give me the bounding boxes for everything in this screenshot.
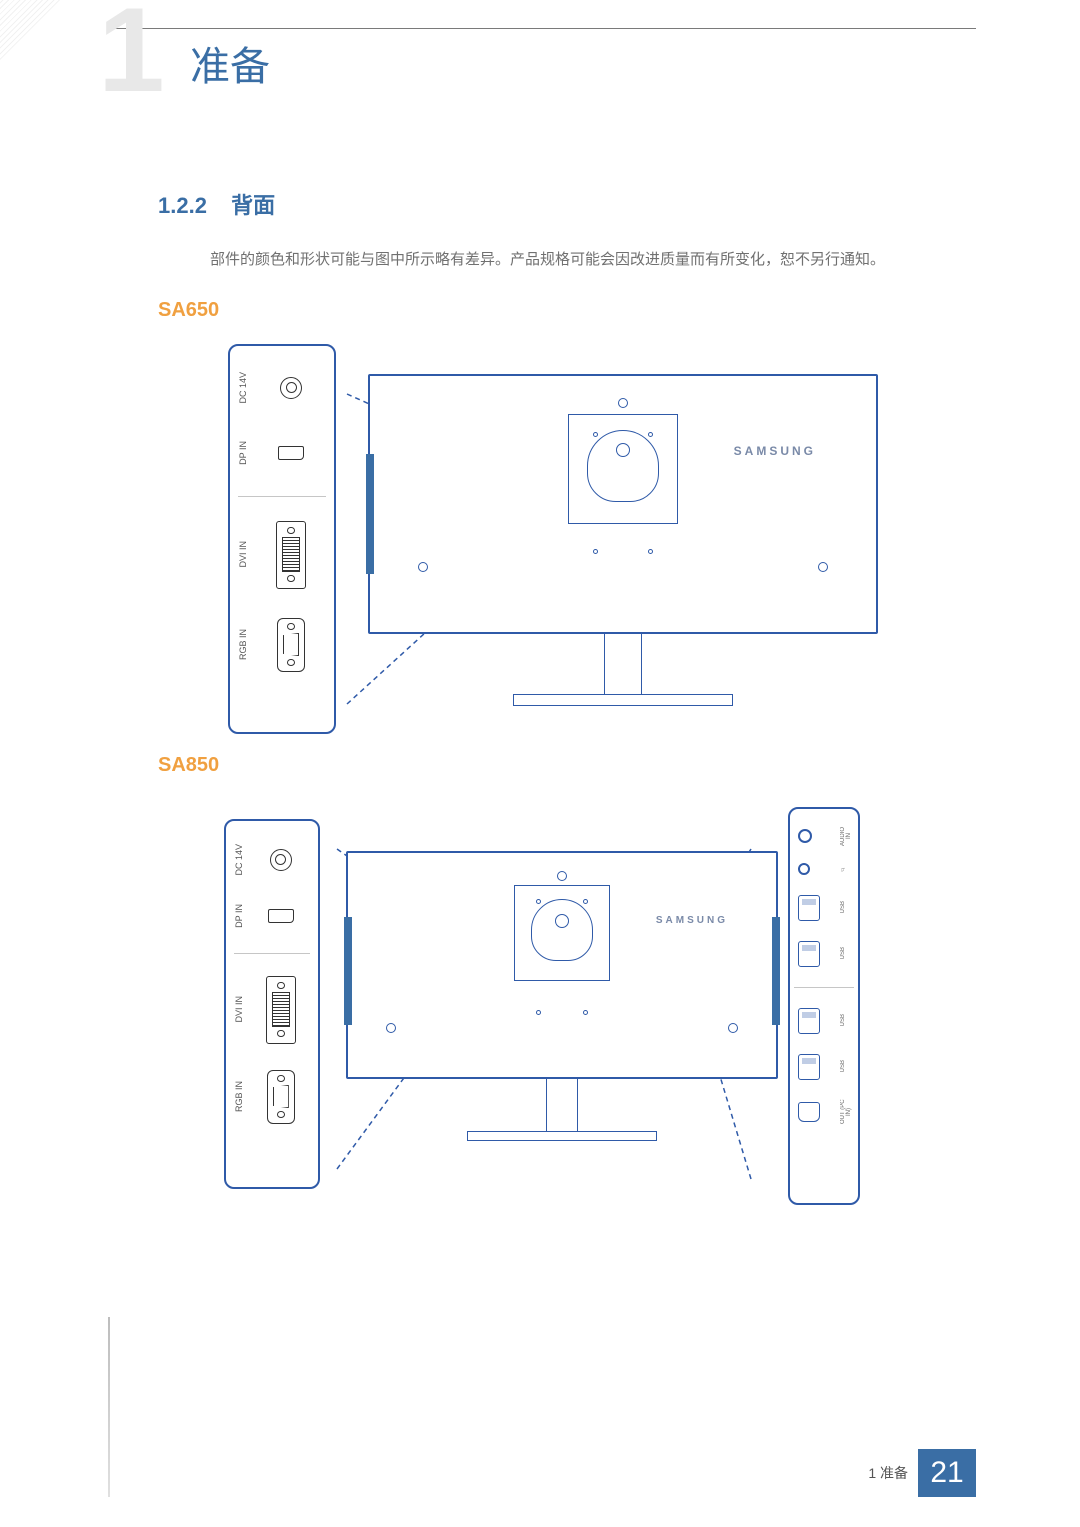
rgb-port-icon: [256, 618, 326, 672]
port-label-dp: DP IN: [234, 904, 248, 928]
port-panel-right-sa850: AUDIO IN ♫ USB USB USB USB: [788, 807, 860, 1205]
usb-port-icon: [798, 1054, 820, 1080]
port-label-audio-in: AUDIO IN: [840, 824, 850, 848]
audio-in-jack-icon: [798, 829, 812, 843]
port-label-usb-upstream: OUT (PC IN): [840, 1095, 850, 1129]
section-number: 1.2.2: [158, 193, 207, 218]
port-area-right-indicator: [772, 917, 780, 1025]
screw-icon: [418, 562, 428, 572]
stand-arc: [587, 430, 659, 502]
chapter-title: 准备: [190, 34, 270, 92]
port-panel-left-sa850: DC 14V DP IN DVI IN RGB IN: [224, 819, 320, 1189]
port-label-rgb: RGB IN: [234, 1081, 248, 1112]
section-note: 部件的颜色和形状可能与图中所示略有差异。产品规格可能会因改进质量而有所变化，恕不…: [210, 246, 976, 275]
brand-label: SAMSUNG: [734, 444, 816, 458]
top-rule: [108, 28, 976, 29]
screw-icon: [536, 1010, 541, 1015]
corner-decoration: [0, 0, 100, 80]
section-heading: 1.2.2 背面: [158, 188, 976, 220]
port-label-usb: USB: [840, 1060, 850, 1072]
page-number-badge: 21: [918, 1449, 976, 1497]
left-fade-bar: [108, 1317, 110, 1497]
diagram-sa650: DC 14V DP IN DVI IN RGB IN SAMSUNG: [158, 334, 976, 746]
footer-chapter-ref: 1 准备: [868, 1463, 908, 1483]
port-area-left-indicator: [344, 917, 352, 1025]
screw-icon: [593, 432, 598, 437]
port-label-dc: DC 14V: [238, 372, 252, 404]
usb-b-port-icon: [798, 1102, 820, 1122]
port-label-dvi: DVI IN: [238, 541, 252, 568]
footer-chapter-num: 1: [868, 1465, 876, 1481]
footer-chapter-title: 准备: [880, 1465, 908, 1481]
usb-port-icon: [798, 1008, 820, 1034]
usb-port-icon: [798, 941, 820, 967]
monitor-back-sa850: SAMSUNG: [346, 851, 778, 1079]
dvi-port-icon: [252, 976, 310, 1044]
content-area: 1.2.2 背面 部件的颜色和形状可能与图中所示略有差异。产品规格可能会因改进质…: [158, 188, 976, 1209]
port-label-rgb: RGB IN: [238, 629, 252, 660]
screw-icon: [557, 871, 567, 881]
screw-icon: [618, 398, 628, 408]
port-label-usb: USB: [840, 1014, 850, 1026]
rgb-port-icon: [252, 1070, 310, 1124]
model-heading-sa850: SA850: [158, 754, 976, 777]
stand-arc: [531, 899, 593, 961]
port-label-dc: DC 14V: [234, 844, 248, 876]
screw-icon: [648, 432, 653, 437]
monitor-back-sa650: SAMSUNG: [368, 374, 878, 634]
screw-icon: [536, 899, 541, 904]
section-title: 背面: [231, 193, 275, 218]
dvi-port-icon: [256, 521, 326, 589]
port-label-dvi: DVI IN: [234, 996, 248, 1023]
screw-icon: [583, 899, 588, 904]
screw-icon: [728, 1023, 738, 1033]
monitor-neck: [546, 1079, 578, 1133]
usb-port-icon: [798, 895, 820, 921]
brand-label: SAMSUNG: [656, 915, 728, 926]
diagram-sa850: DC 14V DP IN DVI IN RGB IN SAMSUNG: [158, 789, 976, 1209]
dc-jack-icon: [252, 849, 310, 871]
monitor-base: [467, 1131, 657, 1141]
headphone-jack-icon: [798, 863, 810, 875]
screw-icon: [818, 562, 828, 572]
screw-icon: [593, 549, 598, 554]
port-label-dp: DP IN: [238, 441, 252, 465]
port-area-left-indicator: [366, 454, 374, 574]
chapter-number-bg: 1: [98, 0, 165, 110]
monitor-neck: [604, 634, 642, 696]
screw-icon: [648, 549, 653, 554]
page-footer: 1 准备 21: [868, 1449, 976, 1497]
port-label-usb: USB: [840, 947, 850, 959]
port-label-headphone: ♫: [840, 866, 850, 872]
dc-jack-icon: [256, 377, 326, 399]
port-label-usb: USB: [840, 901, 850, 913]
screw-icon: [386, 1023, 396, 1033]
dp-port-icon: [256, 446, 326, 460]
model-heading-sa650: SA650: [158, 299, 976, 322]
port-panel-left-sa650: DC 14V DP IN DVI IN RGB IN: [228, 344, 336, 734]
dp-port-icon: [252, 909, 310, 923]
screw-icon: [583, 1010, 588, 1015]
monitor-base: [513, 694, 733, 706]
